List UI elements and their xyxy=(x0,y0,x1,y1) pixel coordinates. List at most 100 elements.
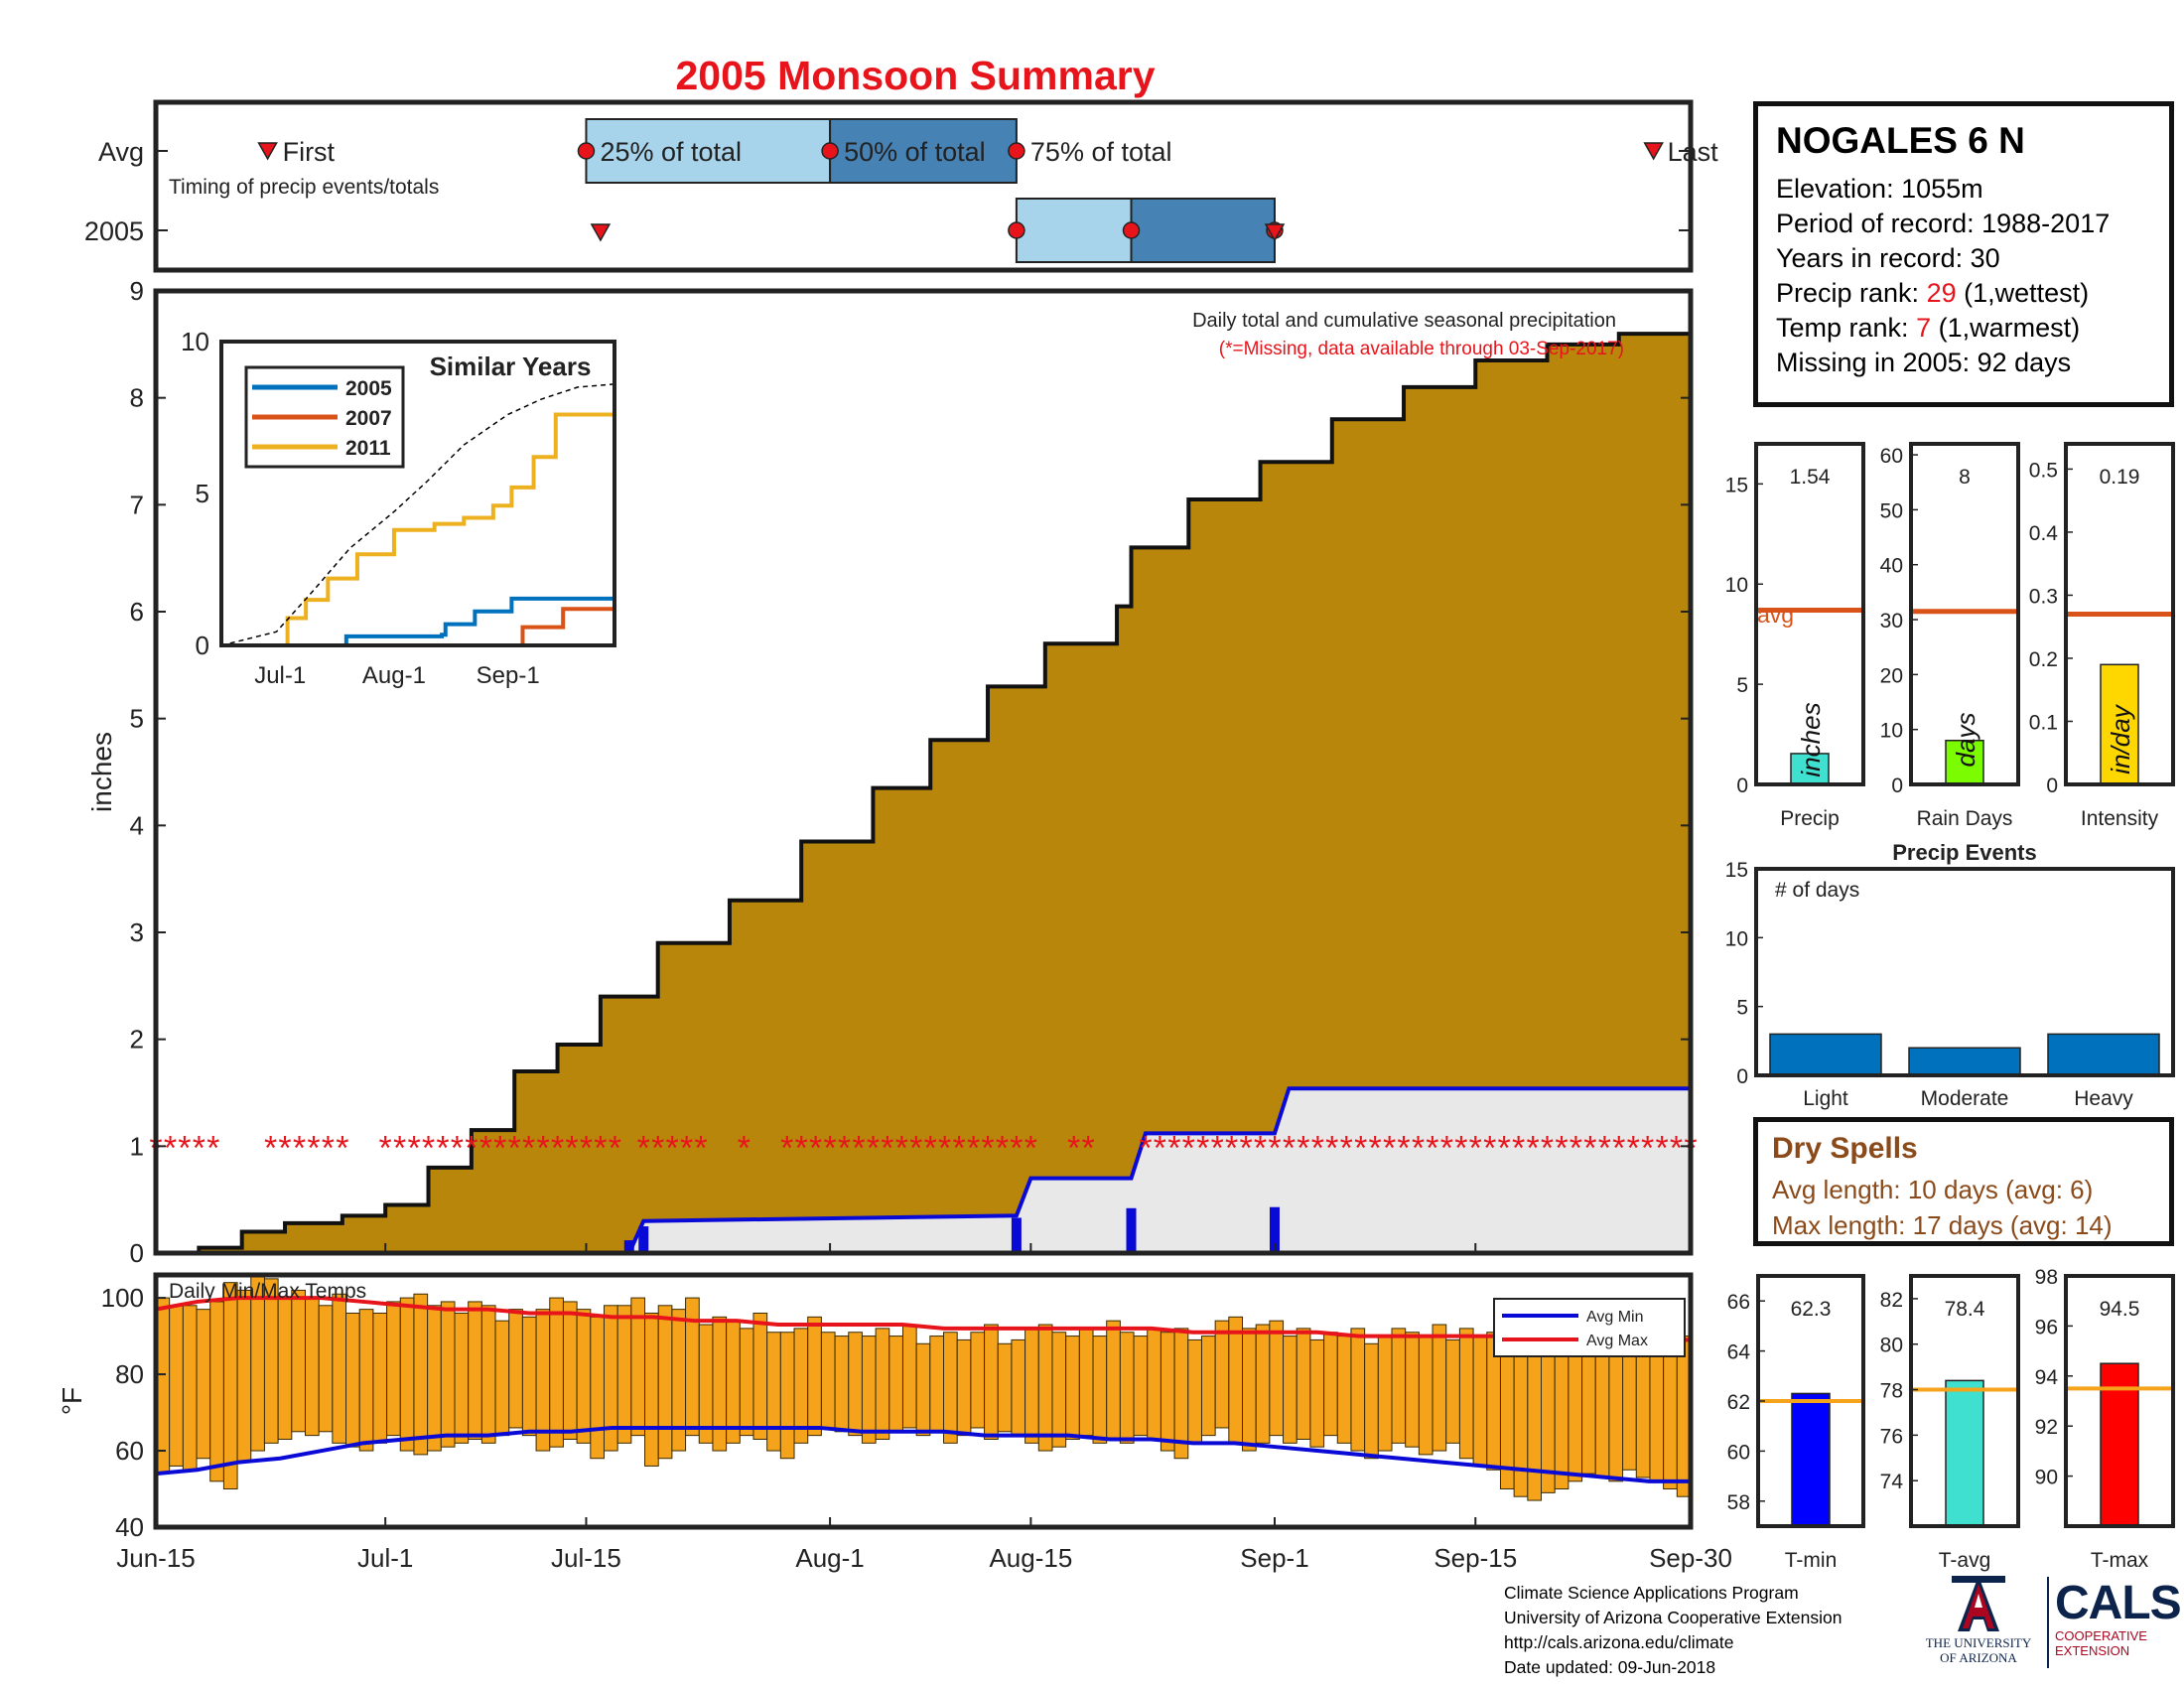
temp-bar-day-23 xyxy=(468,1301,482,1440)
tmax_bar-ytick-label-98: 98 xyxy=(2035,1266,2058,1289)
tmin_bar-value-label: 62.3 xyxy=(1791,1298,1832,1321)
missing-marker-Jun-23: * xyxy=(264,1129,277,1167)
main-ytick-label-8: 8 xyxy=(130,383,144,413)
missing-marker-Jul-17: * xyxy=(609,1129,621,1167)
temp-bar-day-75 xyxy=(1173,1328,1189,1460)
temp-bar-day-74 xyxy=(1160,1332,1175,1452)
temp-bar-day-56 xyxy=(915,1342,931,1437)
timing-label-last: Last xyxy=(1668,137,1719,167)
missing-marker-Aug-8: * xyxy=(924,1129,937,1167)
temp-bar-day-67 xyxy=(1065,1336,1080,1440)
footer-line-1: Climate Science Applications Program xyxy=(1504,1583,1799,1603)
missing-marker-Aug-28: * xyxy=(1211,1129,1224,1167)
temp-ylabel: °F xyxy=(57,1387,87,1415)
temp-plot-frame xyxy=(153,1272,1694,1530)
intensity_bar-frame xyxy=(2064,442,2175,786)
cals-wordmark: CALS xyxy=(2055,1577,2182,1629)
missing-marker-Sep-24: * xyxy=(1598,1129,1611,1167)
main-ytick-label-2: 2 xyxy=(130,1025,144,1055)
temp-bar-day-104 xyxy=(1568,1336,1583,1482)
station-name: NOGALES 6 N xyxy=(1776,120,2025,161)
temp-bar-day-6 xyxy=(236,1289,252,1464)
missing-marker-Aug-29: * xyxy=(1225,1129,1238,1167)
cumulative-average-area xyxy=(156,328,1693,1255)
missing-marker-Aug-27: * xyxy=(1196,1129,1209,1167)
missing-marker-Jun-19: * xyxy=(206,1129,219,1167)
missing-marker-Aug-2: * xyxy=(838,1129,851,1167)
similar-xtick-label-Jul-1: Jul-1 xyxy=(254,662,306,689)
timing-label-50: 50% of total xyxy=(844,137,986,167)
temp-bar-day-43 xyxy=(739,1328,754,1437)
precip_bar-ytick-label-5: 5 xyxy=(1736,674,1748,697)
intensity_bar-ytick-label-0: 0 xyxy=(2046,774,2058,797)
temp-bar-day-72 xyxy=(1133,1336,1149,1437)
dry-spells-avg: Avg length: 10 days (avg: 6) xyxy=(1772,1175,2094,1204)
main-plot-frame xyxy=(153,288,1694,1256)
missing-marker-Aug-24: * xyxy=(1154,1129,1166,1167)
main-annotation-missing: (*=Missing, data available through 03-Se… xyxy=(1219,339,1624,359)
similar-ytick-label-0: 0 xyxy=(196,631,209,660)
temp-bar-day-92 xyxy=(1405,1332,1420,1448)
tmax_bar-frame xyxy=(2064,1274,2175,1528)
timing-avg-last-marker xyxy=(1643,142,1664,161)
temp-bar-day-9 xyxy=(277,1297,293,1440)
ua-caption-2: OF ARIZONA xyxy=(1940,1650,2017,1665)
footer-line-3: http://cals.arizona.edu/climate xyxy=(1504,1632,1734,1652)
xtick-label-Aug-1: Aug-1 xyxy=(795,1543,864,1573)
timing-note: Timing of precip events/totals xyxy=(169,176,439,199)
raindays_bar-ytick-label-10: 10 xyxy=(1880,720,1903,743)
missing-marker-Sep-10: * xyxy=(1397,1129,1410,1167)
temp-bar-day-91 xyxy=(1391,1328,1407,1444)
missing-marker-Aug-11: * xyxy=(967,1129,980,1167)
missing-marker-Sep-9: * xyxy=(1383,1129,1396,1167)
events-category-Moderate: Moderate xyxy=(1921,1087,2009,1110)
temp-bar-day-89 xyxy=(1364,1342,1379,1460)
missing-marker-Sep-15: * xyxy=(1469,1129,1482,1167)
missing-marker-Jul-31: * xyxy=(809,1129,822,1167)
main-ytick-label-6: 6 xyxy=(130,597,144,627)
temp-ytick-label-60: 60 xyxy=(115,1436,144,1466)
missing-marker-Sep-2: * xyxy=(1283,1129,1296,1167)
missing-marker-Jul-10: * xyxy=(508,1129,521,1167)
main-ytick-label-5: 5 xyxy=(130,704,144,734)
dry-spells-max: Max length: 17 days (avg: 14) xyxy=(1772,1210,2113,1240)
tmin_bar-ytick-label-60: 60 xyxy=(1727,1441,1750,1464)
missing-marker-Aug-25: * xyxy=(1167,1129,1180,1167)
temp-bar-day-73 xyxy=(1147,1328,1161,1440)
temp-bar-day-96 xyxy=(1458,1328,1474,1460)
xtick-label-Sep-1: Sep-1 xyxy=(1240,1543,1308,1573)
temp-bar-day-32 xyxy=(590,1316,605,1460)
tavg_bar-ytick-label-76: 76 xyxy=(1880,1425,1903,1448)
temp-bar-day-63 xyxy=(1011,1338,1026,1437)
missing-marker-Sep-17: * xyxy=(1498,1129,1511,1167)
temp-bar-day-1 xyxy=(169,1305,184,1467)
footer-credits: Climate Science Applications Program Uni… xyxy=(1504,1581,1842,1680)
temp-bar-day-87 xyxy=(1336,1336,1352,1444)
tavg_bar-category-label: T-avg xyxy=(1939,1549,1991,1572)
raindays_bar-category-label: Rain Days xyxy=(1917,807,2013,830)
similar-xtick-label-Aug-1: Aug-1 xyxy=(362,662,426,689)
missing-marker-Aug-12: * xyxy=(981,1129,994,1167)
temp-bar-day-46 xyxy=(779,1332,795,1460)
missing-marker-Sep-3: * xyxy=(1297,1129,1309,1167)
similar-years-frame xyxy=(219,340,616,647)
temp-bar-day-55 xyxy=(901,1324,917,1429)
missing-marker-Jul-5: * xyxy=(436,1129,449,1167)
timing-avg-50-marker xyxy=(821,142,839,160)
missing-marker-Aug-30: * xyxy=(1239,1129,1252,1167)
xtick-label-Aug-15: Aug-15 xyxy=(989,1543,1072,1573)
cals-caption-1: COOPERATIVE xyxy=(2055,1628,2147,1643)
xtick-label-Sep-30: Sep-30 xyxy=(1649,1543,1732,1573)
timing-2005-first-marker xyxy=(590,223,612,242)
main-ytick-label-4: 4 xyxy=(130,810,144,840)
temp-bar-day-40 xyxy=(698,1324,714,1444)
temp-bar-day-49 xyxy=(820,1332,836,1429)
similar-years-line-avg xyxy=(220,383,615,646)
missing-marker-Jul-26: * xyxy=(738,1129,751,1167)
timing-label-25: 25% of total xyxy=(600,137,742,167)
temp-bar-day-78 xyxy=(1214,1320,1230,1429)
temp-bar-day-58 xyxy=(943,1332,958,1444)
raindays_bar-ytick-label-20: 20 xyxy=(1880,664,1903,687)
temp-bar-day-10 xyxy=(291,1289,306,1433)
missing-marker-Aug-9: * xyxy=(938,1129,951,1167)
